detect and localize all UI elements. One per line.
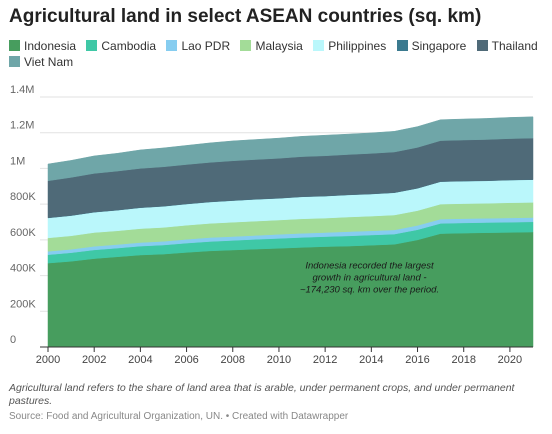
x-tick-label: 2004 [128,354,152,366]
legend-label: Philippines [328,39,387,53]
annotation-text: Indonesia recorded the largest [305,260,434,271]
legend-swatch [476,40,488,51]
legend-swatch [396,40,408,51]
legend-label: Indonesia [24,39,77,53]
legend: Indonesia Cambodia Lao PDR Malaysia Phil… [9,38,545,70]
x-tick-label: 2002 [82,354,106,366]
legend-item-lao-pdr: Lao PDR [166,38,230,54]
legend-swatch [9,56,20,67]
legend-swatch [86,40,98,51]
legend-label: Singapore [411,39,467,53]
legend-swatch [166,40,178,51]
chart-note: Agricultural land refers to the share of… [9,382,515,407]
legend-item-philippines: Philippines [313,38,386,54]
x-tick-label: 2000 [36,354,60,366]
chart-title: Agricultural land in select ASEAN countr… [9,6,482,27]
annotation-text: growth in agricultural land - [312,272,426,283]
legend-item-malaysia: Malaysia [240,38,303,54]
legend-swatch [313,40,325,51]
x-tick-label: 2010 [267,354,291,366]
x-tick-label: 2012 [313,354,337,366]
legend-swatch [240,40,252,51]
legend-item-indonesia: Indonesia [9,38,76,54]
y-tick-label: 1.2M [10,120,34,132]
legend-item-viet-nam: Viet Nam [9,54,73,70]
y-tick-label: 1.4M [10,84,34,96]
x-tick-label: 2020 [498,354,522,366]
chart-source: Source: Food and Agricultural Organizati… [9,411,349,422]
legend-label: Cambodia [101,39,157,53]
y-tick-label: 200K [10,298,36,310]
x-tick-label: 2016 [405,354,429,366]
legend-item-singapore: Singapore [396,38,467,54]
legend-swatch [9,40,20,51]
x-tick-label: 2006 [174,354,198,366]
legend-label: Malaysia [255,39,303,53]
annotation-text: ~174,230 sq. km over the period. [300,284,439,295]
y-tick-label: 400K [10,263,36,275]
y-tick-label: 1M [10,155,25,167]
y-tick-label: 600K [10,227,36,239]
x-tick-label: 2014 [359,354,383,366]
legend-label: Lao PDR [181,39,231,53]
legend-label: Thailand [491,39,538,53]
legend-item-thailand: Thailand [476,38,538,54]
legend-item-cambodia: Cambodia [86,38,156,54]
legend-label: Viet Nam [24,55,74,69]
x-tick-label: 2008 [221,354,245,366]
y-tick-label: 0 [10,334,16,346]
area-chart: 0 200K 400K 600K 800K 1M 1.2M 1.4M 2000 2002 2004 2… [10,84,534,366]
x-tick-label: 2018 [451,354,475,366]
area-series-viet-nam [47,116,534,182]
y-tick-label: 800K [10,191,36,203]
